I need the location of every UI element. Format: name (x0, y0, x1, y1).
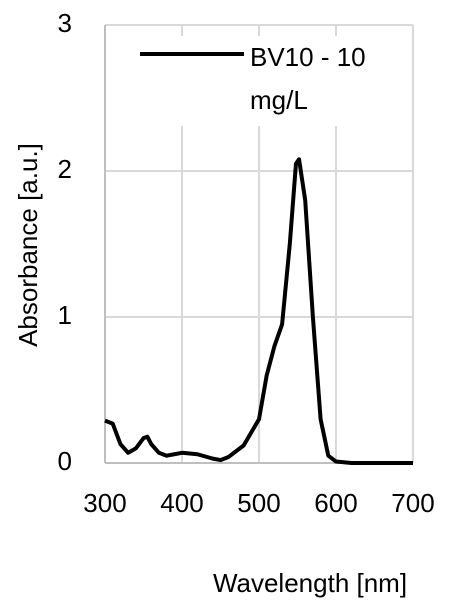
data-line (104, 157, 413, 465)
x-tick-label: 300 (83, 488, 126, 518)
legend-box (132, 36, 402, 126)
y-tick-label: 2 (58, 154, 72, 184)
x-tick-label: 700 (391, 488, 434, 518)
y-axis-label: Absorbance [a.u.] (13, 143, 43, 347)
y-tick-label: 3 (58, 8, 72, 38)
x-tick-label: 500 (237, 488, 280, 518)
x-tick-label: 400 (160, 488, 203, 518)
x-tick-label: 600 (314, 488, 357, 518)
legend-label: BV10 - 10 mg/L (250, 42, 366, 115)
x-axis-label: Wavelength [nm] (213, 568, 407, 598)
y-tick-label: 0 (58, 446, 72, 476)
y-tick-label: 1 (58, 300, 72, 330)
